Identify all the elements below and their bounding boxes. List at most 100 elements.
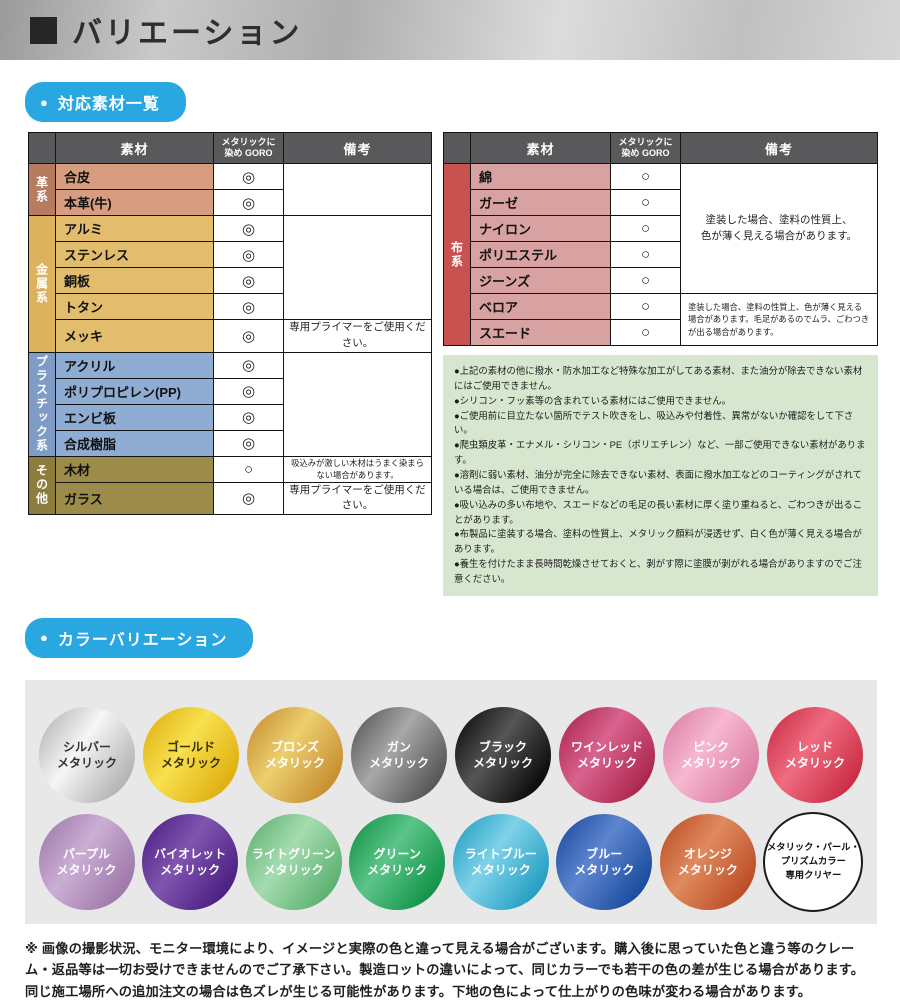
material-cell: 本革(牛) bbox=[55, 189, 214, 216]
table-row: スエード ○ bbox=[444, 319, 878, 346]
color-swatch-silver-metallic: シルバー メタリック bbox=[39, 706, 135, 803]
group-cell-fabric: 布系 bbox=[443, 163, 471, 346]
remark-cell: 専用プライマーをご使用ください。 bbox=[283, 481, 432, 515]
color-swatch-label: オレンジ メタリック bbox=[677, 846, 738, 877]
remark-cell: 塗装した場合、塗料の性質上、色が薄く見える場合があります。毛足があるのでムラ、ご… bbox=[680, 293, 878, 346]
disclaimer-text: ※ 画像の撮影状況、モニター環境により、イメージと実際の色と違って見える場合がご… bbox=[25, 940, 865, 999]
goro-mark: ◎ bbox=[213, 377, 284, 405]
color-swatch-purple-metallic: パープル メタリック bbox=[38, 813, 135, 910]
note-line: ●布製品に塗装する場合、塗料の性質上、メタリック顔料が浸透せず、白く色が薄く見え… bbox=[454, 528, 862, 555]
color-swatch-label: ガン メタリック bbox=[368, 739, 429, 770]
color-swatch-label: ブルー メタリック bbox=[574, 846, 635, 877]
materials-table-left: 素材 メタリックに 染め GORO 備考 革系 合皮 ◎ 本革(牛) ◎ 金属系… bbox=[28, 132, 432, 515]
color-swatch-label: ワインレッド メタリック bbox=[570, 739, 643, 770]
note-line: ●溶剤に弱い素材、油分が完全に除去できない素材、表面に撥水加工などのコーティング… bbox=[454, 469, 862, 495]
goro-mark: ○ bbox=[213, 455, 284, 483]
note-line: ●シリコン・フッ素等の含まれている素材にはご使用できません。 bbox=[454, 394, 731, 406]
table-row: プラスチック系 アクリル ◎ bbox=[28, 351, 432, 457]
note-line: ●吸い込みの多い布地や、スエードなどの毛足の長い素材に厚く塗り重ねると、ごわつき… bbox=[454, 498, 863, 525]
goro-mark: ◎ bbox=[213, 351, 284, 379]
material-cell: 合成樹脂 bbox=[55, 429, 214, 457]
table-row: メッキ ◎ 専用プライマーをご使用ください。 bbox=[29, 319, 432, 353]
goro-mark: ◎ bbox=[213, 403, 284, 431]
material-cell: ナイロン bbox=[470, 215, 611, 242]
color-swatch-label: グリーン メタリック bbox=[367, 846, 428, 877]
page-title: バリエーション bbox=[72, 17, 303, 50]
note-line: ●上記の素材の他に撥水・防水加工など特殊な加工がしてある素材、また油分が除去でき… bbox=[454, 365, 863, 391]
col-header-goro: メタリックに 染め GORO bbox=[213, 132, 284, 164]
goro-mark: ◎ bbox=[213, 481, 284, 515]
col-header-goro: メタリックに 染め GORO bbox=[610, 132, 681, 164]
table-row: ガーゼ ○ bbox=[444, 189, 878, 216]
bullet-icon: ● bbox=[40, 94, 49, 110]
table-row: ポリプロピレン(PP) ◎ bbox=[29, 377, 432, 405]
color-swatch-label: ブラック メタリック bbox=[472, 739, 533, 770]
table-row: ガラス ◎ 専用プライマーをご使用ください。 bbox=[29, 481, 432, 515]
color-swatch-label: ライトグリーン メタリック bbox=[251, 846, 336, 877]
material-cell: ステンレス bbox=[55, 241, 214, 268]
col-header-material: 素材 bbox=[55, 132, 214, 164]
badge-label: 対応素材一覧 bbox=[57, 96, 160, 113]
goro-mark: ○ bbox=[610, 189, 681, 216]
col-header-material: 素材 bbox=[470, 132, 611, 164]
goro-mark: ◎ bbox=[213, 429, 284, 457]
group-cell-plastic: プラスチック系 bbox=[28, 351, 56, 457]
color-row-2: パープル メタリック バイオレット メタリック ライトグリーン メタリック グリ… bbox=[31, 811, 871, 912]
color-swatch-label: ブロンズ メタリック bbox=[264, 739, 325, 770]
remark-cell: 専用プライマーをご使用ください。 bbox=[283, 319, 432, 353]
left-table-column: 素材 メタリックに 染め GORO 備考 革系 合皮 ◎ 本革(牛) ◎ 金属系… bbox=[28, 132, 432, 515]
table-row: 本革(牛) ◎ bbox=[29, 189, 432, 216]
badge-color-variation: ● カラーバリエーション bbox=[25, 617, 254, 658]
material-cell: アクリル bbox=[55, 351, 214, 379]
group-label: その他 bbox=[34, 464, 49, 507]
material-cell: アルミ bbox=[55, 215, 214, 242]
usage-notes-box: ●上記の素材の他に撥水・防水加工など特殊な加工がしてある素材、また油分が除去でき… bbox=[443, 355, 878, 596]
corner-cell bbox=[443, 132, 471, 164]
note-line: ●養生を付けたまま長時間乾燥させておくと、剥がす際に塗膜が剥がれる場合があります… bbox=[454, 558, 862, 585]
table-row: ナイロン ○ bbox=[444, 215, 878, 242]
group-label: プラスチック系 bbox=[34, 355, 49, 453]
note-line: ●爬虫類皮革・エナメル・シリコン・PE（ポリエチレン）など、一部ご使用できない素… bbox=[454, 439, 866, 466]
group-cell-metal: 金属系 bbox=[28, 215, 56, 353]
table-row: その他 木材 ○ 吸込みが激しい木材はうまく染まらない場合があります。 bbox=[28, 455, 432, 515]
goro-mark: ◎ bbox=[213, 189, 284, 216]
color-swatch-label: ライトブルー メタリック bbox=[464, 846, 537, 877]
color-swatch-clear-coat: メタリック・パール・ プリズムカラー 専用クリヤー bbox=[763, 811, 864, 912]
goro-mark: ○ bbox=[610, 215, 681, 242]
table-row: 銅板 ◎ bbox=[29, 267, 432, 294]
materials-tables: 素材 メタリックに 染め GORO 備考 革系 合皮 ◎ 本革(牛) ◎ 金属系… bbox=[28, 132, 878, 596]
bullet-icon: ● bbox=[40, 630, 49, 646]
color-swatch-lightblue-metallic: ライトブルー メタリック bbox=[452, 813, 549, 910]
goro-mark: ○ bbox=[610, 267, 681, 294]
material-cell: ポリプロピレン(PP) bbox=[55, 377, 214, 405]
material-cell: ガラス bbox=[55, 481, 214, 515]
goro-mark: ○ bbox=[610, 319, 681, 346]
color-swatch-label: メタリック・パール・ プリズムカラー 専用クリヤー bbox=[766, 841, 860, 880]
materials-table-right: 素材 メタリックに 染め GORO 備考 布系 綿 ○ 塗装した場合、塗料の性質… bbox=[443, 132, 878, 346]
material-cell: 銅板 bbox=[55, 267, 214, 294]
material-cell: 合皮 bbox=[55, 163, 214, 190]
color-swatch-black-metallic: ブラック メタリック bbox=[455, 706, 551, 803]
group-label: 金属系 bbox=[34, 262, 49, 305]
group-cell-other: その他 bbox=[28, 455, 56, 515]
corner-cell bbox=[28, 132, 56, 164]
remark-cell: 塗装した場合、塗料の性質上、 色が薄く見える場合があります。 bbox=[680, 163, 878, 294]
color-swatch-orange-metallic: オレンジ メタリック bbox=[659, 813, 756, 910]
group-label: 革系 bbox=[34, 175, 49, 204]
table-header-row: 素材 メタリックに 染め GORO 備考 bbox=[443, 132, 878, 164]
color-swatch-label: バイオレット メタリック bbox=[154, 846, 227, 877]
section-header-variation: バリエーション bbox=[0, 0, 900, 60]
goro-mark: ◎ bbox=[213, 319, 284, 353]
black-square-icon bbox=[30, 16, 57, 44]
col-header-remarks: 備考 bbox=[680, 132, 878, 164]
table-row: ベロア ○ 塗装した場合、塗料の性質上、色が薄く見える場合があります。毛足がある… bbox=[444, 293, 878, 346]
remark-cell: 吸込みが激しい木材はうまく染まらない場合があります。 bbox=[283, 455, 432, 483]
color-swatch-label: ピンク メタリック bbox=[680, 739, 741, 770]
goro-mark: ◎ bbox=[213, 267, 284, 294]
table-header-row: 素材 メタリックに 染め GORO 備考 bbox=[28, 132, 432, 164]
material-cell: エンビ板 bbox=[55, 403, 214, 431]
color-swatch-lightgreen-metallic: ライトグリーン メタリック bbox=[245, 813, 342, 910]
color-swatch-pink-metallic: ピンク メタリック bbox=[663, 706, 759, 803]
material-cell: 綿 bbox=[470, 163, 611, 190]
table-row: 革系 合皮 ◎ bbox=[28, 163, 432, 216]
